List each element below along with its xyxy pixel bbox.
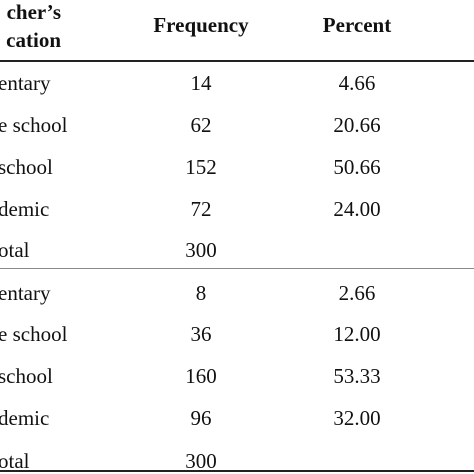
- row-percent: 53.33: [333, 364, 381, 388]
- row-label: school: [0, 364, 53, 388]
- row-percent: 20.66: [333, 113, 381, 137]
- row-label: otal: [0, 238, 30, 262]
- row-frequency: 96: [190, 406, 212, 430]
- header-frequency: Frequency: [153, 13, 249, 37]
- row-frequency: 152: [185, 155, 217, 179]
- group-divider: [0, 268, 474, 269]
- row-label: demic: [0, 406, 50, 430]
- row-frequency: 160: [185, 364, 217, 388]
- row-percent: 50.66: [333, 155, 381, 179]
- row-frequency: 300: [185, 238, 217, 262]
- header-education-line2: cation: [6, 28, 61, 52]
- row-label: school: [0, 155, 53, 179]
- row-label: entary: [0, 281, 51, 305]
- row-label: entary: [0, 71, 51, 95]
- header-education-line1: cher’s: [6, 0, 61, 24]
- row-frequency: 72: [190, 197, 212, 221]
- row-percent: 12.00: [333, 322, 381, 346]
- row-frequency: 62: [190, 113, 212, 137]
- row-label: e school: [0, 113, 68, 137]
- bottom-rule: [0, 470, 474, 472]
- row-percent: 32.00: [333, 406, 381, 430]
- row-percent: 2.66: [338, 281, 376, 305]
- header-percent: Percent: [322, 13, 392, 37]
- row-frequency: 14: [190, 71, 212, 95]
- header-rule: [0, 60, 474, 62]
- row-frequency: 300: [185, 449, 217, 473]
- row-label: otal: [0, 449, 30, 473]
- row-frequency: 36: [190, 322, 212, 346]
- row-percent: 4.66: [338, 71, 376, 95]
- row-frequency: 8: [195, 281, 207, 305]
- row-label: demic: [0, 197, 50, 221]
- row-percent: 24.00: [333, 197, 381, 221]
- row-label: e school: [0, 322, 68, 346]
